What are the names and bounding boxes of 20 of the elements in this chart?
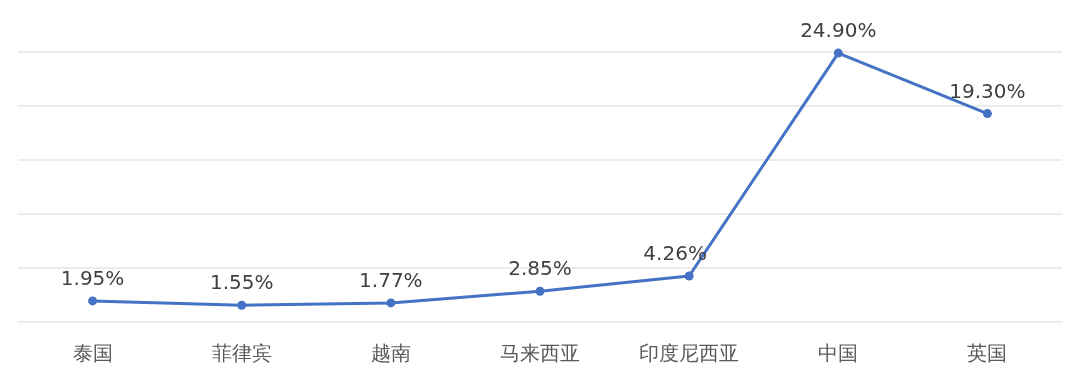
point [535,286,545,296]
point [237,300,247,310]
x-tick-label: 马来西亚 [500,341,580,365]
point [833,48,843,58]
data-label: 1.77% [359,267,423,292]
data-label: 1.95% [60,265,125,290]
x-tick-label: 印度尼西亚 [639,341,740,365]
x-tick-label: 英国 [967,341,1008,365]
point [386,298,396,308]
x-tick-label: 泰国 [72,341,113,365]
point [684,271,694,281]
x-tick-label: 菲律宾 [211,341,272,365]
data-label: 1.55% [209,270,274,295]
data-label: 24.90% [800,18,877,43]
data-label: 2.85% [508,256,572,281]
data-label: 19.30% [949,78,1026,103]
point [982,109,992,119]
x-tick-label: 越南 [370,341,411,365]
x-tick-label: 中国 [818,341,859,365]
point [88,296,98,306]
